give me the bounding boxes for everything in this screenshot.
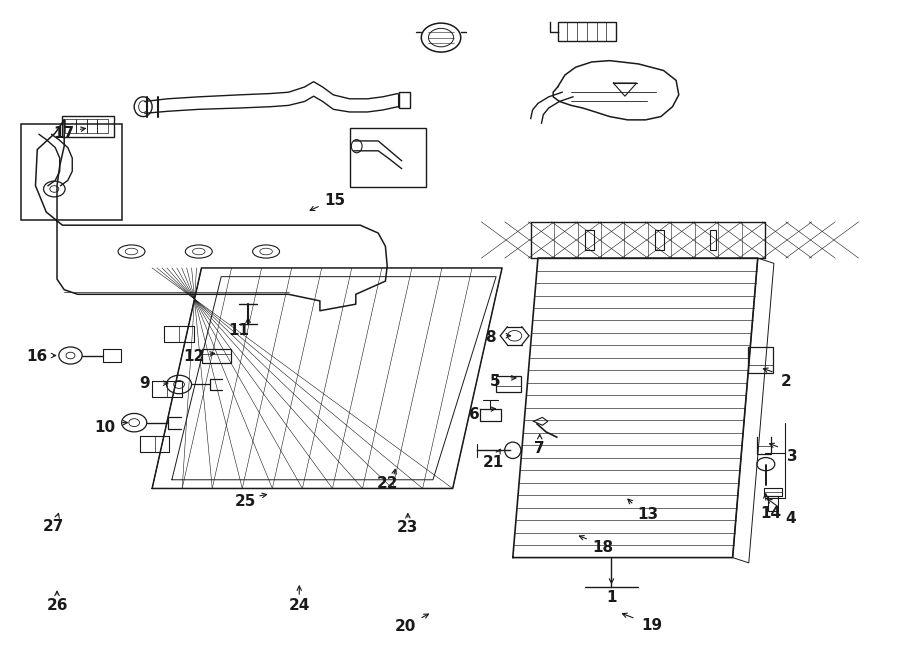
Text: 18: 18: [592, 540, 613, 555]
Text: 13: 13: [637, 507, 658, 522]
Bar: [399, 93, 410, 108]
Bar: [655, 230, 664, 250]
Bar: [202, 349, 231, 364]
Text: 2: 2: [781, 374, 792, 389]
Bar: [558, 22, 616, 41]
Bar: [585, 230, 594, 250]
Bar: [768, 496, 778, 511]
Text: 8: 8: [485, 330, 496, 344]
Bar: [61, 116, 113, 137]
Text: 9: 9: [140, 375, 150, 391]
Text: 6: 6: [469, 407, 480, 422]
Bar: [76, 118, 86, 133]
Bar: [748, 347, 773, 373]
Text: 16: 16: [27, 349, 48, 364]
Text: 25: 25: [235, 494, 256, 509]
Text: 5: 5: [490, 374, 500, 389]
Bar: [496, 376, 521, 393]
Text: 4: 4: [786, 510, 796, 525]
Bar: [349, 128, 426, 187]
Text: 17: 17: [54, 126, 75, 141]
Text: 10: 10: [94, 420, 115, 436]
Text: 27: 27: [42, 519, 64, 534]
Text: 20: 20: [394, 619, 416, 634]
Text: 7: 7: [535, 442, 545, 457]
Text: 15: 15: [325, 192, 346, 208]
Bar: [103, 349, 121, 362]
Text: 11: 11: [229, 323, 249, 338]
Text: 24: 24: [289, 598, 310, 613]
Text: 3: 3: [788, 449, 798, 465]
Text: 19: 19: [642, 618, 662, 633]
Text: 21: 21: [482, 455, 504, 470]
Bar: [710, 230, 716, 250]
Text: 14: 14: [760, 506, 782, 521]
Bar: [86, 118, 97, 133]
Text: 1: 1: [607, 590, 616, 605]
Text: 23: 23: [397, 520, 418, 535]
Bar: [21, 124, 122, 220]
Text: 22: 22: [376, 476, 398, 490]
Text: 12: 12: [184, 349, 205, 364]
Bar: [97, 118, 108, 133]
Text: 26: 26: [46, 598, 68, 613]
Bar: [65, 118, 76, 133]
